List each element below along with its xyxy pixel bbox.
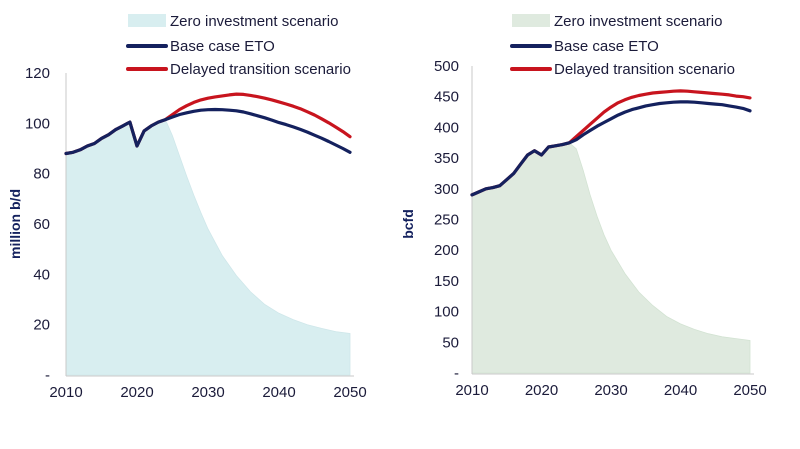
oil-y-tick-label: 80 [33, 166, 50, 183]
gas-y-tick-label: 350 [434, 150, 459, 167]
oil-legend-swatch [128, 14, 166, 27]
gas-y-tick-label: 100 [434, 304, 459, 321]
oil-series-base-case-eto [64, 107, 352, 156]
gas-y-tick-label: 500 [434, 58, 459, 75]
oil-x-tick-label: 2010 [49, 384, 82, 401]
oil-legend-label: Base case ETO [170, 38, 275, 55]
oil-x-tick-label: 2050 [333, 384, 366, 401]
oil-series-zero-investment-scenario [65, 119, 351, 376]
gas-y-tick-label: 150 [434, 273, 459, 290]
gas-x-tick-label: 2040 [664, 382, 697, 399]
gas-legend-label: Base case ETO [554, 38, 659, 55]
oil-y-axis-label: million b/d [7, 189, 23, 259]
gas-series-base-case-eto [470, 100, 752, 197]
oil-y-tick-label: 40 [33, 266, 50, 283]
gas-y-tick-label: 250 [434, 212, 459, 229]
gas-legend: Zero investment scenario Base case ETO Del… [510, 13, 735, 78]
right-chart-gas: - 50 100 150 200 250 300 350 400 450 500 2010 2020 20… [400, 13, 767, 399]
gas-y-tick-label: 450 [434, 89, 459, 106]
gas-y-tick-label: 300 [434, 181, 459, 198]
gas-y-tick-label: 50 [442, 334, 459, 351]
gas-x-tick-label: 2050 [733, 382, 766, 399]
oil-legend-label: Zero investment scenario [170, 13, 338, 30]
oil-y-tick-label: 60 [33, 216, 50, 233]
gas-series-zero-investment-scenario [471, 142, 751, 374]
oil-x-tick-label: 2020 [120, 384, 153, 401]
gas-legend-label: Delayed transition scenario [554, 61, 735, 78]
gas-y-tick-label: 200 [434, 242, 459, 259]
gas-x-tick-label: 2020 [525, 382, 558, 399]
oil-x-tick-label: 2040 [262, 384, 295, 401]
oil-y-tick-label: 120 [25, 65, 50, 82]
oil-y-tick-label: 20 [33, 317, 50, 334]
gas-y-tick-label: 400 [434, 119, 459, 136]
oil-legend-label: Delayed transition scenario [170, 61, 351, 78]
oil-x-tick-label: 2030 [191, 384, 224, 401]
gas-y-axis-label: bcfd [400, 209, 416, 239]
gas-y-tick-label: - [454, 365, 459, 382]
oil-legend: Zero investment scenario Base case ETO Del… [126, 13, 351, 78]
oil-y-tick-label: - [45, 367, 50, 384]
gas-legend-swatch [512, 14, 550, 27]
gas-x-tick-label: 2030 [594, 382, 627, 399]
gas-x-tick-label: 2010 [455, 382, 488, 399]
oil-y-tick-label: 100 [25, 115, 50, 132]
gas-legend-label: Zero investment scenario [554, 13, 722, 30]
